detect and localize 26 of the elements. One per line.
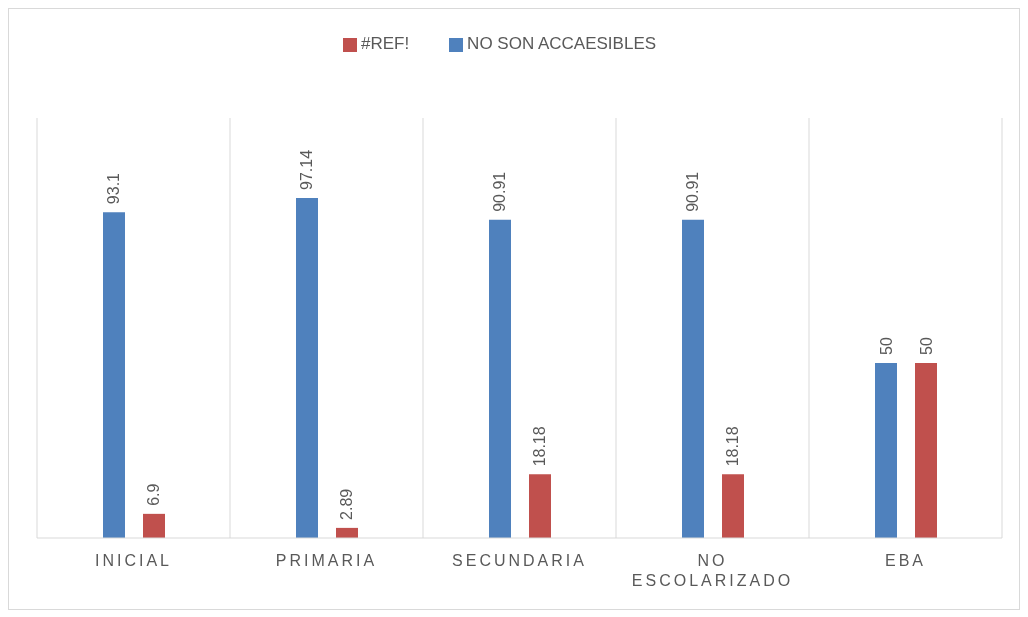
x-tick-label: NO ESCOLARIZADO bbox=[631, 552, 794, 589]
data-label: 90.91 bbox=[684, 171, 702, 212]
bar bbox=[529, 474, 551, 538]
bar bbox=[143, 513, 165, 538]
data-label: 50 bbox=[917, 337, 935, 355]
x-tick-label: INICIAL bbox=[94, 552, 173, 569]
bar bbox=[915, 363, 937, 538]
bar bbox=[296, 198, 318, 538]
data-label: 93.1 bbox=[105, 172, 123, 205]
x-tick-label: PRIMARIA bbox=[275, 552, 378, 569]
data-label: 6.9 bbox=[145, 483, 163, 506]
data-label: 50 bbox=[877, 337, 895, 355]
data-label: 90.91 bbox=[491, 171, 509, 212]
data-label: 18.18 bbox=[531, 426, 549, 467]
data-label: 18.18 bbox=[724, 426, 742, 467]
bar bbox=[875, 363, 897, 538]
x-tick-label: SECUNDARIA bbox=[452, 552, 587, 569]
bar bbox=[103, 212, 125, 538]
bar bbox=[682, 219, 704, 538]
data-label: 97.14 bbox=[298, 149, 316, 191]
data-label: 2.89 bbox=[338, 488, 356, 520]
legend-label: #REF! bbox=[360, 34, 410, 53]
legend-label: NO SON ACCAESIBLES bbox=[467, 34, 657, 53]
x-tick-label: EBA bbox=[884, 552, 927, 569]
bar bbox=[489, 219, 511, 538]
bar bbox=[722, 474, 744, 538]
